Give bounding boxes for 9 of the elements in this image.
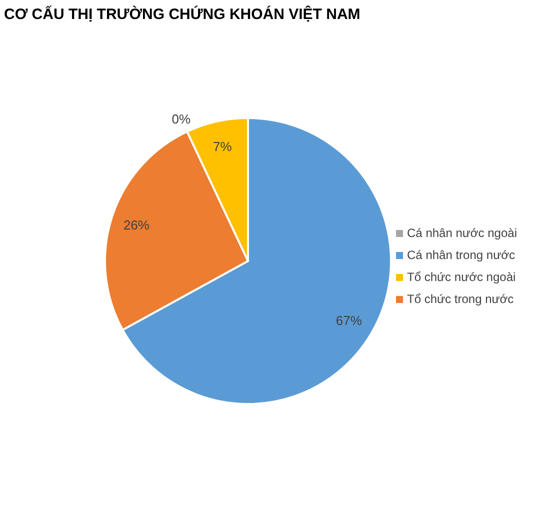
legend-label: Cá nhân nước ngoài — [407, 226, 517, 240]
data-label: 26% — [123, 217, 150, 232]
legend-label: Tổ chức trong nước — [407, 292, 514, 306]
legend-label: Tổ chức nước ngoài — [407, 270, 516, 284]
chart-title: CƠ CẤU THỊ TRƯỜNG CHỨNG KHOÁN VIỆT NAM — [3, 4, 362, 25]
data-label: 67% — [336, 313, 362, 328]
data-label: 7% — [213, 139, 232, 154]
text: 0% — [172, 111, 191, 126]
legend-label: Cá nhân trong nước — [407, 248, 515, 262]
